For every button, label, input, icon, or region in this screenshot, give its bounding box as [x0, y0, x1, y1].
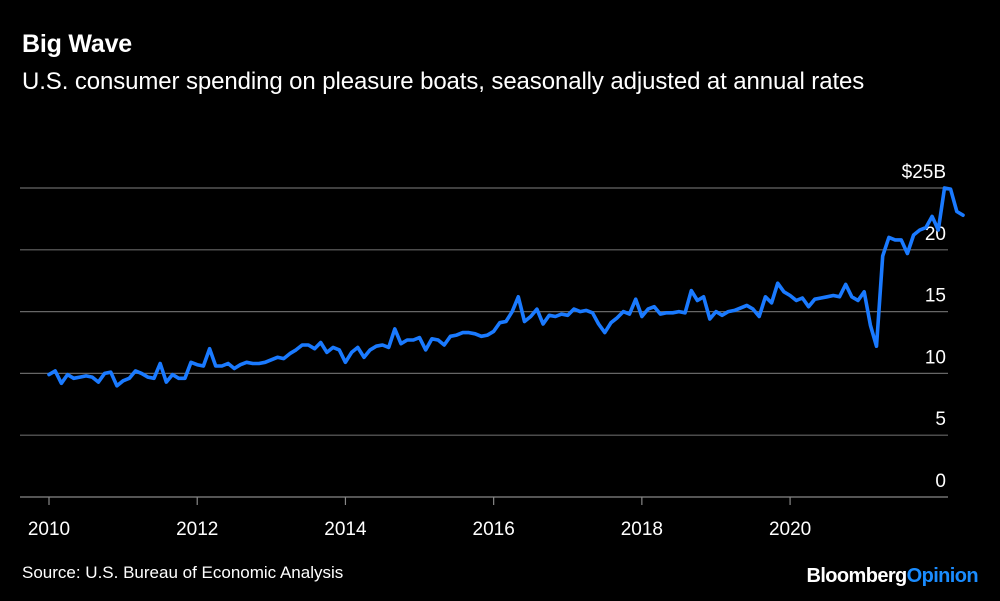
- x-tick-label-2010: 2010: [28, 519, 70, 540]
- x-tick-label-2014: 2014: [324, 519, 367, 540]
- x-tick-label-2016: 2016: [473, 519, 515, 540]
- brand-primary: Bloomberg: [806, 565, 907, 587]
- y-tick-label-10: 10: [925, 347, 946, 368]
- y-tick-label-0: 0: [935, 471, 946, 492]
- series-line-0: [47, 186, 965, 388]
- y-tick-label-25: $25B: [902, 162, 946, 183]
- x-tick-label-2018: 2018: [621, 519, 663, 540]
- y-tick-label-15: 15: [925, 286, 946, 307]
- y-tick-label-5: 5: [935, 409, 946, 430]
- chart-title: Big Wave: [22, 30, 132, 58]
- brand-logo: BloombergOpinion: [806, 565, 978, 588]
- brand-secondary: Opinion: [906, 565, 979, 587]
- y-tick-label-20: 20: [925, 224, 946, 245]
- chart-subtitle: U.S. consumer spending on pleasure boats…: [22, 68, 865, 95]
- x-tick-label-2012: 2012: [176, 519, 218, 540]
- source-note: Source: U.S. Bureau of Economic Analysis: [22, 563, 344, 582]
- x-tick-label-2020: 2020: [769, 519, 811, 540]
